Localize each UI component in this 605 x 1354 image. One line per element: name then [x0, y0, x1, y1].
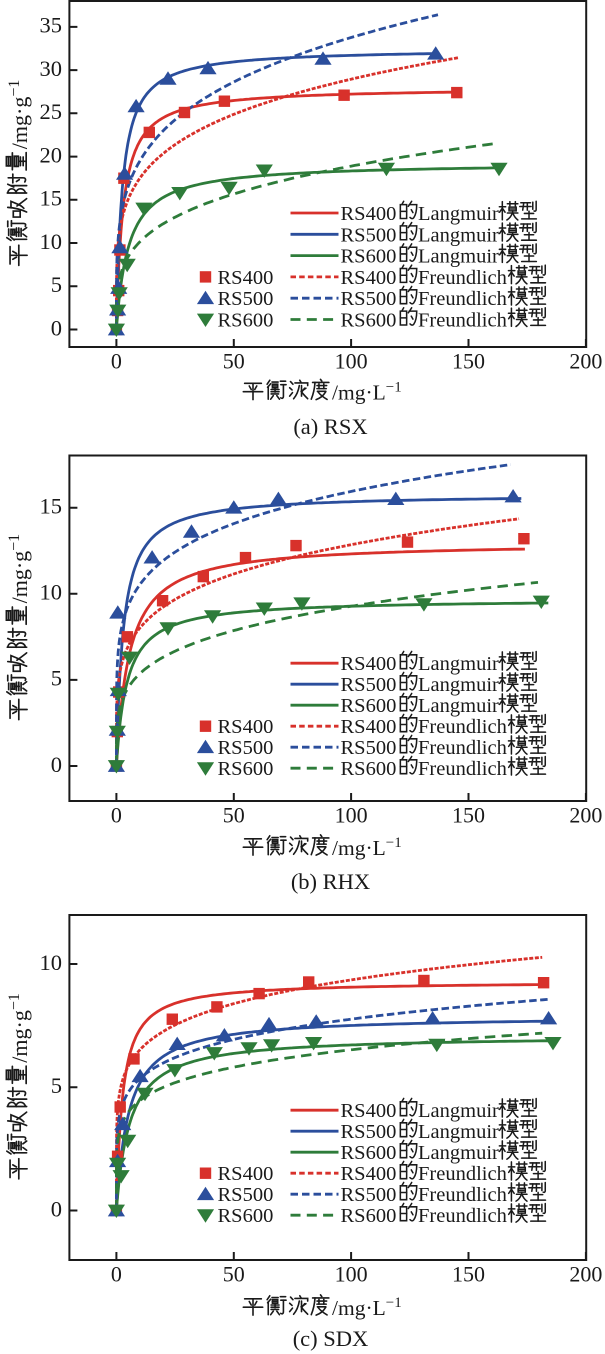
svg-text:RS600: RS600 [341, 310, 397, 332]
svg-text:Freundlich: Freundlich [418, 716, 507, 738]
svg-text:Freundlich: Freundlich [418, 288, 507, 310]
svg-text:150: 150 [452, 1262, 485, 1287]
svg-text:30: 30 [40, 56, 63, 81]
svg-text:Langmuir: Langmuir [418, 203, 499, 225]
svg-text:0: 0 [51, 752, 62, 777]
svg-text:RS400: RS400 [341, 653, 397, 675]
svg-text:RS500: RS500 [341, 288, 397, 310]
svg-text:RS500: RS500 [341, 1184, 397, 1206]
svg-text:200: 200 [569, 348, 602, 373]
svg-text:RS400: RS400 [218, 716, 274, 738]
svg-text:10: 10 [40, 580, 63, 605]
svg-text:Freundlich: Freundlich [418, 1184, 507, 1206]
svg-text:Langmuir: Langmuir [418, 653, 499, 675]
svg-text:100: 100 [335, 1262, 368, 1287]
svg-text:0: 0 [111, 802, 122, 827]
svg-text:5: 5 [51, 1073, 62, 1098]
svg-text:RS400: RS400 [341, 203, 397, 225]
svg-text:50: 50 [223, 348, 245, 373]
svg-text:Freundlich: Freundlich [418, 267, 507, 289]
svg-text:150: 150 [452, 348, 485, 373]
svg-text:35: 35 [40, 13, 63, 38]
svg-text:RS600: RS600 [341, 758, 397, 780]
svg-text:(c) SDX: (c) SDX [293, 1326, 369, 1351]
svg-text:Freundlich: Freundlich [418, 1163, 507, 1185]
svg-text:RS500: RS500 [341, 224, 397, 246]
svg-text:RS600: RS600 [341, 246, 397, 268]
svg-text:0: 0 [111, 348, 122, 373]
svg-text:RS600: RS600 [218, 310, 274, 332]
svg-text:Freundlich: Freundlich [418, 737, 507, 759]
svg-text:RS600: RS600 [218, 1205, 274, 1227]
svg-text:Langmuir: Langmuir [418, 246, 499, 268]
svg-text:RS400: RS400 [341, 716, 397, 738]
svg-text:RS400: RS400 [341, 267, 397, 289]
svg-text:Langmuir: Langmuir [418, 224, 499, 246]
svg-text:5: 5 [51, 272, 62, 297]
svg-text:150: 150 [452, 802, 485, 827]
svg-text:Langmuir: Langmuir [418, 1121, 499, 1143]
svg-text:Langmuir: Langmuir [418, 695, 499, 717]
svg-text:0: 0 [51, 315, 62, 340]
svg-text:RS400: RS400 [218, 1163, 274, 1185]
svg-text:200: 200 [569, 802, 602, 827]
svg-text:50: 50 [223, 1262, 245, 1287]
svg-text:(a) RSX: (a) RSX [293, 414, 367, 439]
svg-text:10: 10 [40, 950, 63, 975]
svg-text:50: 50 [223, 802, 245, 827]
svg-text:RS500: RS500 [218, 1184, 274, 1206]
svg-text:Freundlich: Freundlich [418, 758, 507, 780]
svg-text:(b) RHX: (b) RHX [291, 869, 370, 894]
svg-text:RS600: RS600 [341, 695, 397, 717]
svg-text:Freundlich: Freundlich [418, 1205, 507, 1227]
svg-text:5: 5 [51, 666, 62, 691]
svg-text:15: 15 [40, 494, 63, 519]
svg-text:Langmuir: Langmuir [418, 674, 499, 696]
svg-text:15: 15 [40, 186, 63, 211]
svg-text:RS600: RS600 [341, 1205, 397, 1227]
svg-text:RS400: RS400 [341, 1163, 397, 1185]
svg-text:0: 0 [111, 1262, 122, 1287]
svg-text:Langmuir: Langmuir [418, 1100, 499, 1122]
svg-text:200: 200 [569, 1262, 602, 1287]
svg-text:25: 25 [40, 99, 63, 124]
svg-text:100: 100 [335, 802, 368, 827]
svg-text:0: 0 [51, 1196, 62, 1221]
svg-text:RS500: RS500 [218, 737, 274, 759]
svg-text:RS400: RS400 [341, 1100, 397, 1122]
svg-text:Langmuir: Langmuir [418, 1142, 499, 1164]
svg-text:RS500: RS500 [218, 288, 274, 310]
svg-text:20: 20 [40, 142, 63, 167]
svg-text:RS400: RS400 [218, 267, 274, 289]
svg-text:RS600: RS600 [218, 758, 274, 780]
svg-text:RS500: RS500 [341, 674, 397, 696]
svg-text:10: 10 [40, 229, 63, 254]
svg-text:RS600: RS600 [341, 1142, 397, 1164]
svg-text:RS500: RS500 [341, 1121, 397, 1143]
svg-text:RS500: RS500 [341, 737, 397, 759]
svg-text:100: 100 [335, 348, 368, 373]
svg-text:Freundlich: Freundlich [418, 310, 507, 332]
